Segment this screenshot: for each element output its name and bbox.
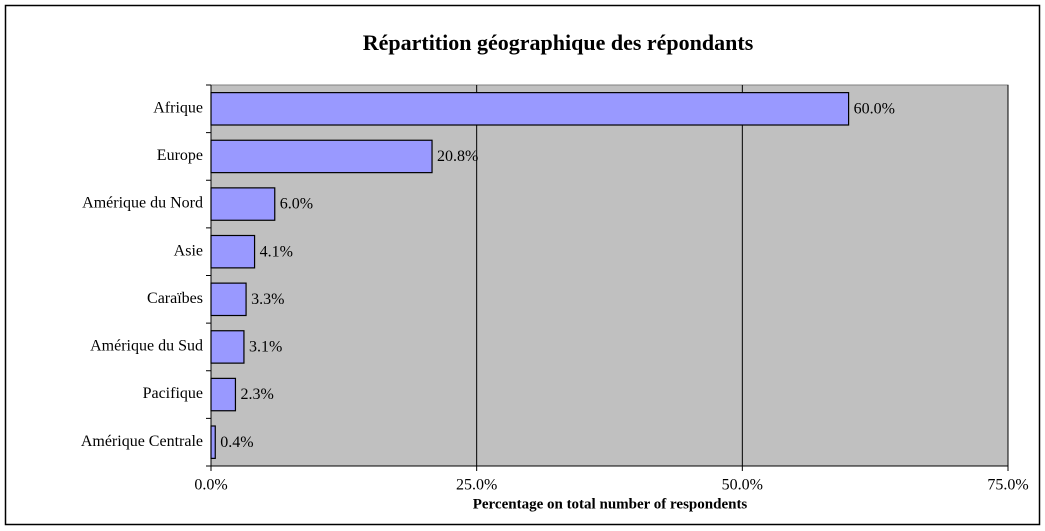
bar [210, 425, 216, 459]
x-axis-label: Percentage on total number of respondent… [473, 496, 748, 512]
y-tick-label: Pacifique [143, 385, 203, 402]
bar [210, 377, 237, 412]
y-tick-label: Caraïbes [147, 290, 203, 307]
bar [210, 330, 245, 364]
value-label: 4.1% [260, 243, 293, 260]
x-tick-label: 50.0% [722, 477, 763, 494]
value-label: 2.3% [240, 386, 273, 403]
bar [210, 234, 256, 269]
y-tick-label: Europe [157, 147, 203, 164]
value-label: 6.0% [280, 196, 313, 213]
y-tick-label: Amérique du Sud [90, 338, 203, 355]
bar [210, 92, 850, 126]
value-label: 3.3% [251, 291, 284, 308]
bar [210, 139, 433, 174]
value-label: 0.4% [220, 434, 253, 451]
y-tick-label: Amérique du Nord [82, 195, 203, 212]
value-label: 60.0% [854, 100, 895, 117]
x-tick-label: 75.0% [987, 477, 1028, 494]
value-label: 3.1% [249, 339, 282, 356]
y-tick-label: Afrique [153, 99, 203, 116]
bar [210, 187, 276, 221]
chart-title: Répartition géographique des répondants [363, 30, 754, 55]
y-tick-label: Amérique Centrale [81, 433, 203, 450]
value-label: 20.8% [437, 148, 478, 165]
x-tick-label: 25.0% [456, 477, 497, 494]
x-tick-label: 0.0% [194, 477, 227, 494]
y-tick-label: Asie [174, 242, 203, 259]
bar [210, 282, 247, 317]
